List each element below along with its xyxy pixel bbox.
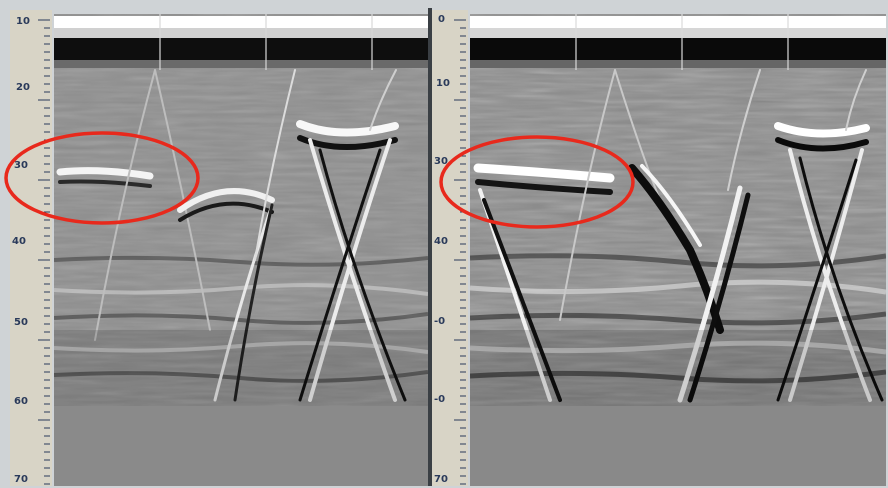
- panel-divider: [428, 8, 432, 486]
- right-radargram: [470, 14, 886, 406]
- right-no-data-area: [470, 406, 886, 486]
- left-depth-label-20: 20: [16, 82, 30, 93]
- right-depth-label-neg0-a: -0: [434, 316, 445, 327]
- left-radargram: [54, 14, 428, 406]
- left-highlight-ellipse: [4, 131, 200, 225]
- left-depth-label-70: 70: [14, 474, 28, 485]
- right-highlight-ellipse: [439, 135, 635, 229]
- left-panel: 10 20 30 40 50 60 70: [10, 10, 428, 486]
- left-depth-label-60: 60: [14, 396, 28, 407]
- right-depth-label-10: 10: [436, 78, 450, 89]
- right-depth-label-neg0-b: -0: [434, 394, 445, 405]
- right-panel: 0 10 30 40 -0 -0 70: [432, 10, 886, 486]
- left-depth-label-30: 30: [14, 160, 28, 171]
- left-ruler-ticks: [38, 19, 50, 485]
- left-depth-ruler: [10, 10, 52, 486]
- right-depth-label-30: 30: [434, 156, 448, 167]
- right-depth-ruler: [432, 10, 468, 486]
- right-depth-label-40: 40: [434, 236, 448, 247]
- right-ruler-ticks: [454, 19, 466, 485]
- left-depth-label-50: 50: [14, 317, 28, 328]
- left-depth-label-40: 40: [12, 236, 26, 247]
- right-depth-label-70: 70: [434, 474, 448, 485]
- right-depth-label-0: 0: [438, 14, 445, 25]
- left-no-data-area: [54, 406, 428, 486]
- left-depth-label-10: 10: [16, 16, 30, 27]
